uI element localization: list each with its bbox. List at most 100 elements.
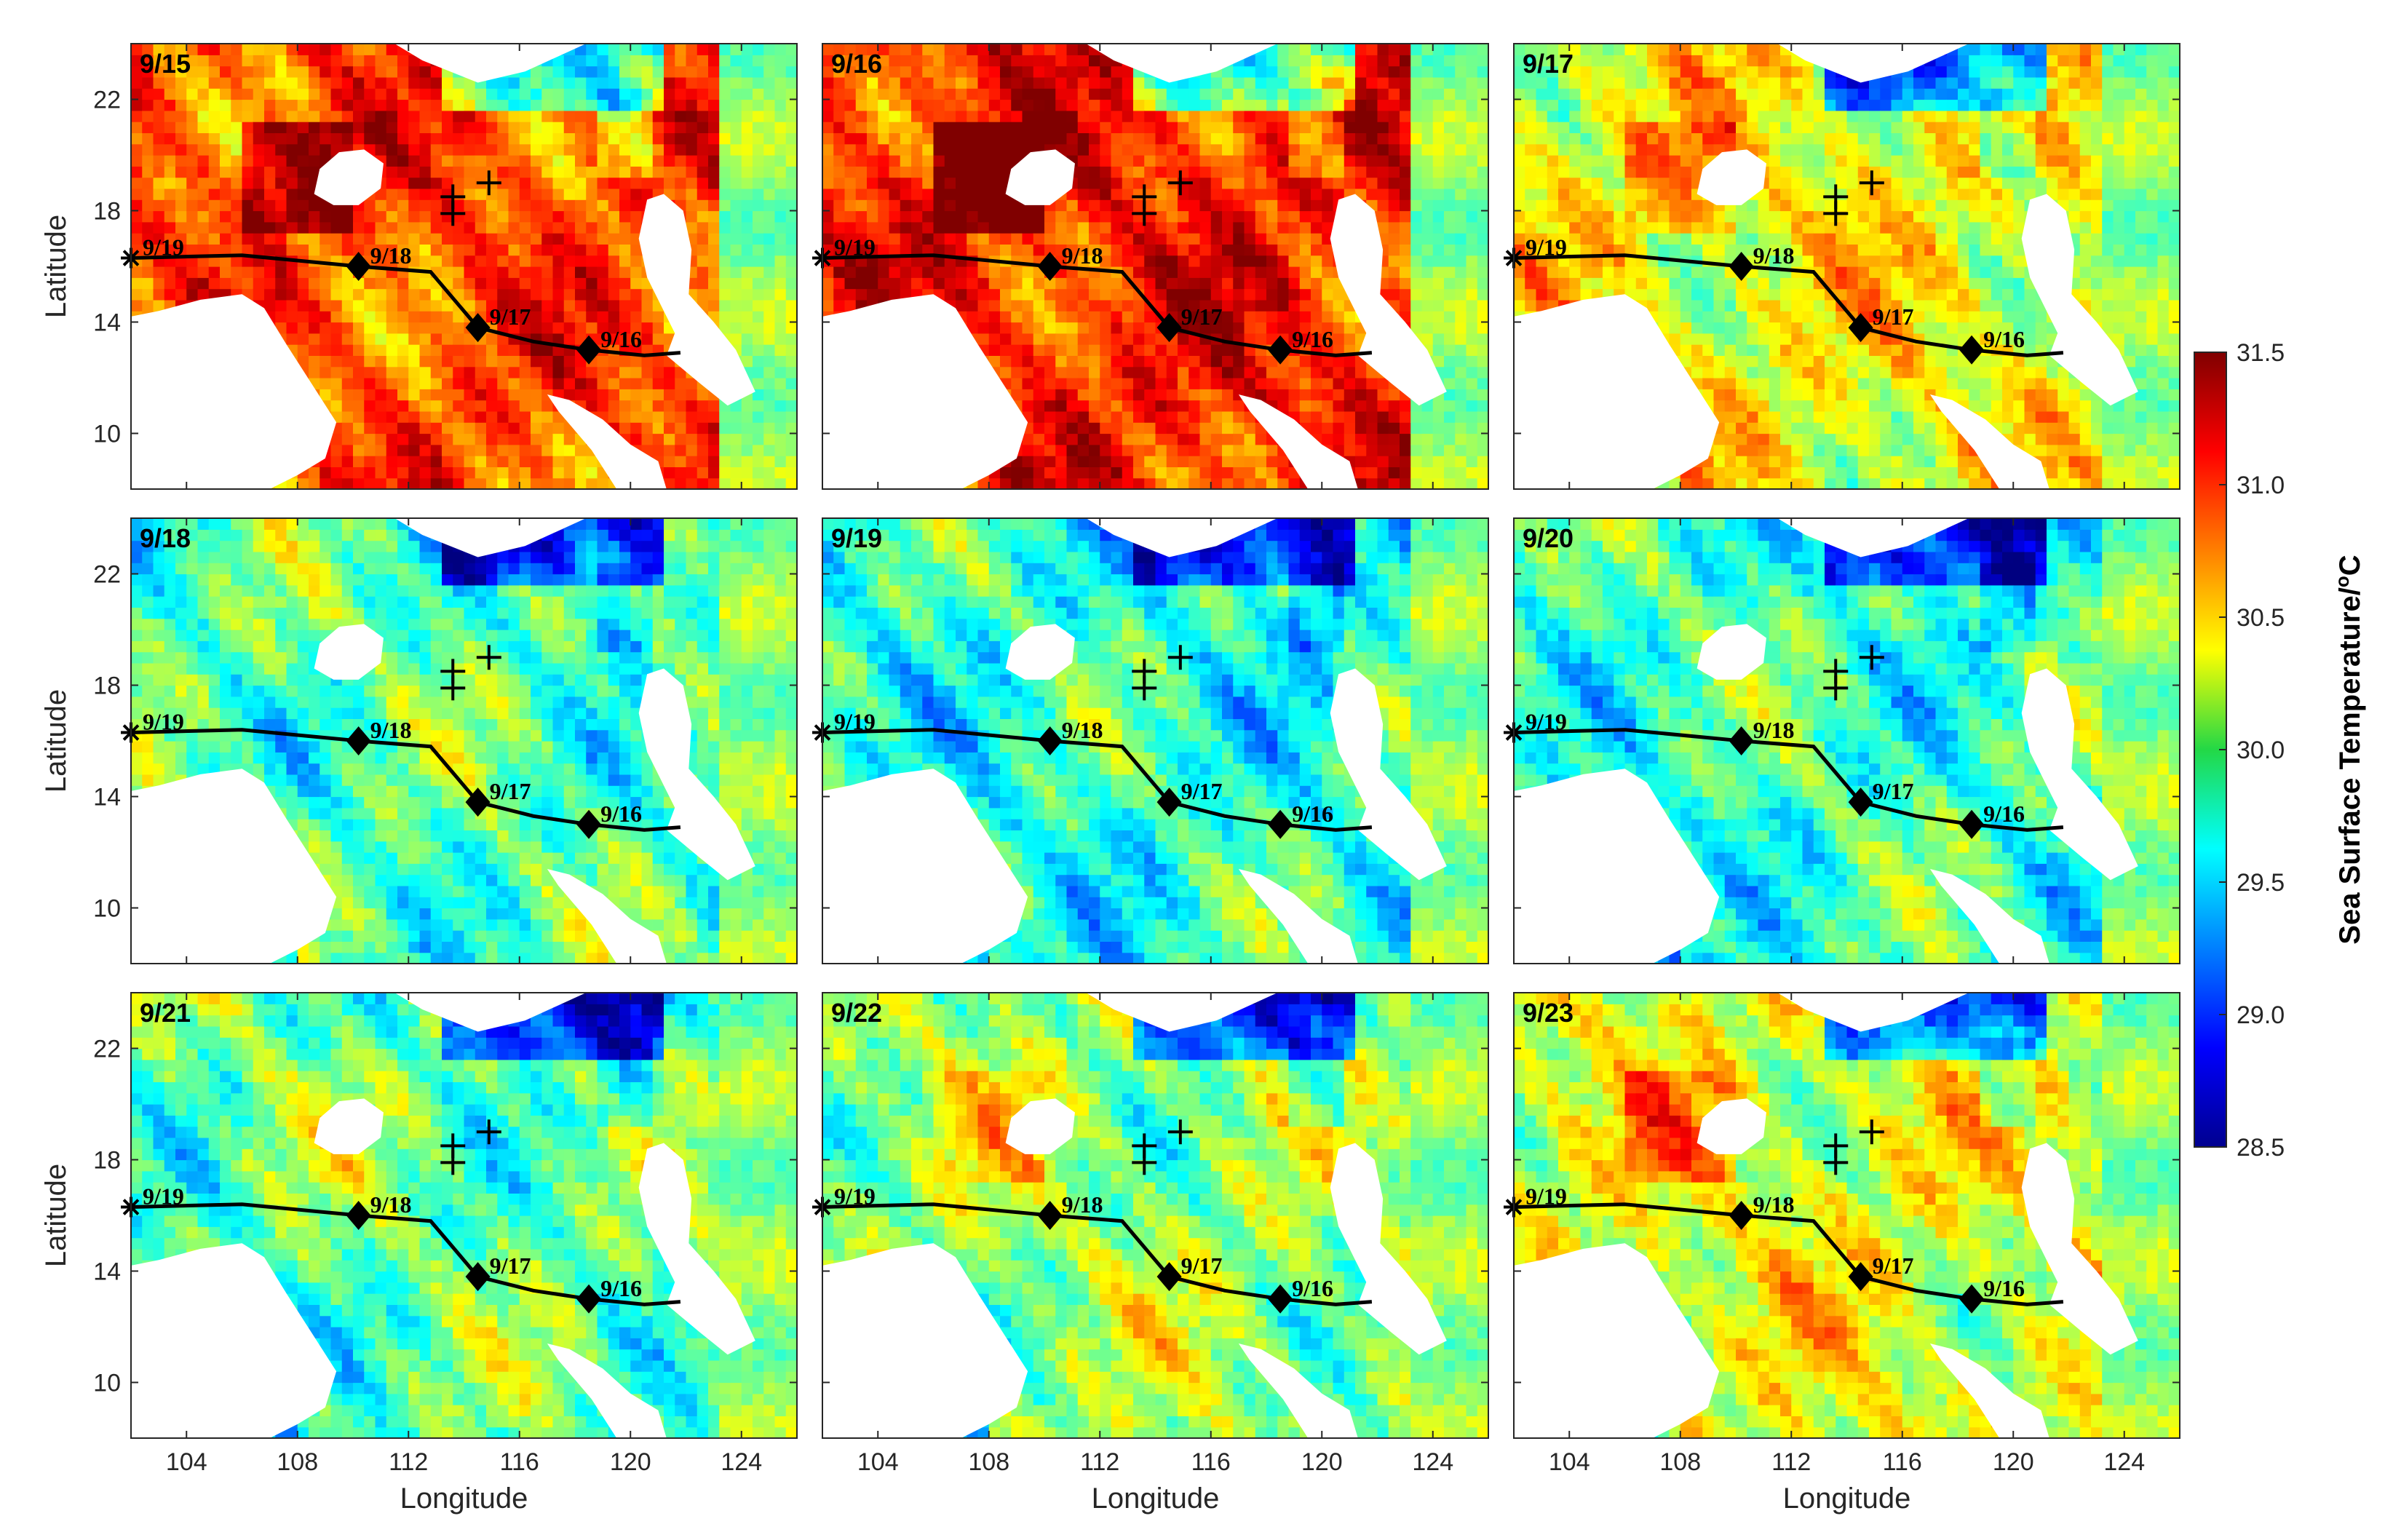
land-mask (1777, 993, 1969, 1032)
land-mask (1777, 518, 1969, 557)
track-marker-diamond (346, 252, 371, 281)
panel-frame (130, 517, 798, 964)
panel-9-17: 9/19 9/18 9/17 9/16 9/17 (1504, 43, 2180, 490)
station-cross (476, 170, 501, 196)
sst-field (131, 993, 797, 1438)
station-cross (1859, 170, 1884, 196)
x-axis-label: Longitude (1092, 1483, 1220, 1515)
land-mask (314, 624, 384, 680)
track-date-label: 9/17 (490, 778, 531, 804)
track-date-label: 9/17 (490, 1253, 531, 1279)
station-cross (440, 1150, 466, 1175)
land-mask (822, 769, 1028, 964)
x-tick-label: 116 (1191, 1448, 1231, 1476)
x-tick-label: 124 (1412, 1448, 1453, 1476)
panel-date-title: 9/16 (831, 49, 882, 79)
station-cross (440, 201, 466, 226)
track-date-label: 9/18 (1062, 1191, 1103, 1218)
x-tick-label: 104 (857, 1448, 899, 1476)
colorbar-tick-label: 30.5 (2237, 604, 2285, 632)
panel-date-title: 9/23 (1523, 998, 1573, 1028)
track-marker-diamond (1848, 1262, 1873, 1292)
panel-9-19: 9/19 9/18 9/17 9/16 9/19 (812, 517, 1489, 964)
colorbar-tick-label: 30.0 (2237, 737, 2285, 764)
track-marker-diamond (1037, 252, 1063, 281)
track-date-label: 9/16 (1983, 1275, 2025, 1301)
land-mask (131, 1243, 337, 1438)
land-mask (394, 518, 587, 557)
track-date-label: 9/19 (143, 709, 184, 735)
land-mask (1777, 44, 1969, 83)
track-marker-diamond (465, 787, 491, 817)
track-marker-diamond (1156, 787, 1182, 817)
track-marker-diamond (576, 1284, 602, 1314)
track-date-label: 9/17 (490, 303, 531, 330)
track-date-label: 9/19 (834, 709, 876, 735)
track-date-label: 9/18 (370, 717, 412, 743)
panel-9-15: 9/19 9/18 9/17 9/16 9/15 10 14 18 22 Latitude (40, 43, 798, 490)
panel-9-23: 9/19 9/18 9/17 9/16 9/23 104 108 112 116 120 124 Lo… (1504, 992, 2180, 1515)
track-date-label: 9/16 (600, 326, 642, 352)
station-cross (1167, 170, 1193, 196)
track-date-label: 9/19 (1525, 709, 1567, 735)
x-tick-label: 124 (721, 1448, 762, 1476)
land-mask (547, 1343, 667, 1438)
track-date-label: 9/19 (834, 234, 876, 261)
track-date-label: 9/17 (1181, 778, 1223, 804)
y-tick-label: 18 (93, 672, 121, 700)
y-tick-label: 18 (93, 1147, 121, 1175)
station-cross (1132, 201, 1157, 226)
track-date-label: 9/19 (143, 234, 184, 261)
track-marker-diamond (465, 1262, 491, 1292)
track-marker-diamond (1959, 809, 1985, 839)
track-date-label: 9/19 (834, 1183, 876, 1210)
land-mask (1238, 394, 1358, 489)
station-cross (1167, 645, 1193, 670)
track-date-label: 9/16 (1292, 326, 1333, 352)
y-tick-label: 22 (93, 87, 121, 114)
sst-field (822, 44, 1488, 489)
land-mask (1514, 769, 1720, 964)
land-mask (394, 44, 587, 83)
track-marker-diamond (465, 313, 491, 343)
y-axis-label: Latitude (40, 215, 72, 318)
panel-frame (1513, 992, 2180, 1439)
panel-frame (1513, 43, 2180, 490)
y-tick-label: 18 (93, 198, 121, 226)
land-mask (1929, 394, 2049, 489)
track-date-label: 9/17 (1873, 778, 1914, 804)
x-tick-label: 120 (1993, 1448, 2034, 1476)
track-marker-diamond (1848, 787, 1873, 817)
track-marker-diamond (346, 726, 371, 755)
sst-field (131, 518, 797, 964)
track-marker-diamond (576, 335, 602, 365)
y-tick-label: 14 (93, 1258, 121, 1286)
x-tick-label: 112 (1080, 1448, 1119, 1476)
station-cross (440, 675, 466, 701)
track-marker-diamond (1156, 313, 1182, 343)
x-axis-label: Longitude (400, 1483, 528, 1515)
x-tick-label: 112 (389, 1448, 428, 1476)
panel-9-20: 9/19 9/18 9/17 9/16 9/20 (1504, 517, 2180, 964)
land-mask (1086, 993, 1278, 1032)
panel-date-title: 9/20 (1523, 523, 1573, 553)
panel-9-21: 9/19 9/18 9/17 9/16 9/21 104 108 112 116 120 124 10… (40, 992, 798, 1515)
land-mask (1696, 1098, 1766, 1154)
land-mask (1696, 624, 1766, 680)
track-date-label: 9/17 (1181, 1253, 1223, 1279)
station-cross (1823, 201, 1849, 226)
land-mask (1086, 518, 1278, 557)
x-tick-label: 124 (2103, 1448, 2145, 1476)
x-tick-label: 120 (610, 1448, 651, 1476)
land-mask (1929, 1343, 2049, 1438)
station-cross (1859, 645, 1884, 670)
track-date-label: 9/18 (1753, 242, 1795, 269)
land-mask (1086, 44, 1278, 83)
colorbar-tick-label: 29.0 (2237, 1001, 2285, 1029)
land-mask (822, 294, 1028, 489)
track-date-label: 9/19 (143, 1183, 184, 1210)
track-marker-diamond (1268, 1284, 1293, 1314)
panel-frame (822, 43, 1489, 490)
